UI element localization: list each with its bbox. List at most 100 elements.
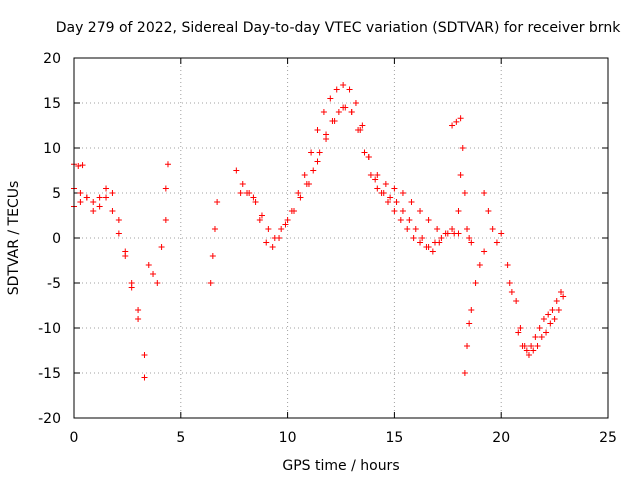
series-arc-i <box>305 104 441 232</box>
data-point <box>308 149 315 156</box>
data-point <box>449 122 456 129</box>
data-point <box>323 136 330 142</box>
data-point <box>391 208 398 214</box>
data-point <box>468 239 475 246</box>
chart-title: Day 279 of 2022, Sidereal Day-to-day VTE… <box>56 20 621 36</box>
data-point <box>476 262 483 268</box>
data-point <box>423 244 430 250</box>
data-point <box>412 226 419 232</box>
series-arc-g <box>233 104 458 250</box>
data-point <box>519 343 526 349</box>
data-point <box>481 190 488 196</box>
data-point <box>244 190 251 196</box>
data-point <box>348 109 355 115</box>
data-point <box>301 172 308 178</box>
series-arc-d <box>145 217 169 286</box>
data-point <box>434 226 441 232</box>
x-tick-label: 0 <box>70 430 79 446</box>
data-point <box>109 190 116 196</box>
data-point <box>340 104 347 111</box>
series-arc-j <box>449 115 464 129</box>
data-point <box>508 289 515 295</box>
data-point <box>442 230 449 237</box>
data-point <box>288 208 295 214</box>
data-point <box>346 86 353 93</box>
series-arc-h <box>237 82 462 255</box>
data-point <box>164 161 171 168</box>
data-point <box>128 284 135 291</box>
data-point <box>207 280 214 286</box>
y-tick-label: 0 <box>52 231 61 247</box>
x-axis-label: GPS time / hours <box>282 458 399 474</box>
series-arc-l <box>461 248 488 376</box>
data-point <box>485 208 492 214</box>
data-point <box>96 203 103 210</box>
data-point <box>459 145 466 151</box>
data-point <box>214 199 221 205</box>
data-point <box>410 235 417 241</box>
series-arc-c <box>71 161 86 169</box>
data-point <box>399 208 406 214</box>
data-point <box>506 280 513 286</box>
data-point <box>372 176 379 183</box>
data-point <box>419 235 426 241</box>
data-point <box>115 217 122 223</box>
data-point <box>365 154 372 160</box>
data-point <box>425 217 432 223</box>
data-point <box>282 221 289 228</box>
data-point <box>453 118 460 125</box>
data-point <box>457 172 464 178</box>
data-point <box>115 230 122 237</box>
data-point <box>528 343 535 349</box>
data-point <box>481 248 488 255</box>
data-point <box>122 253 129 259</box>
data-point <box>357 127 364 133</box>
data-point <box>158 244 165 250</box>
data-point <box>359 122 366 129</box>
y-tick-label: -10 <box>38 321 61 337</box>
y-tick-label: -15 <box>38 366 61 382</box>
y-tick-label: 10 <box>43 141 61 157</box>
data-point <box>532 334 539 340</box>
data-point <box>297 194 304 201</box>
data-point <box>77 190 84 196</box>
x-tick-label: 20 <box>492 430 510 446</box>
data-point <box>560 293 567 300</box>
data-point <box>436 239 443 246</box>
data-point <box>553 298 560 304</box>
data-point <box>513 298 520 304</box>
data-point <box>141 374 148 381</box>
series-arc-e <box>162 161 171 192</box>
data-point <box>461 370 468 376</box>
data-point <box>517 325 524 331</box>
y-tick-label: -5 <box>47 276 61 292</box>
data-point <box>438 235 445 241</box>
data-point <box>211 226 218 232</box>
series-arc-f <box>207 199 221 286</box>
data-point <box>455 208 462 214</box>
data-point <box>374 185 381 192</box>
data-point <box>263 239 270 246</box>
data-point <box>256 217 263 223</box>
data-point <box>310 167 317 174</box>
data-point <box>515 329 522 336</box>
data-point <box>461 190 468 196</box>
data-point <box>464 226 471 232</box>
data-point <box>406 217 413 223</box>
y-tick-label: 5 <box>52 186 61 202</box>
data-point <box>387 194 394 201</box>
data-point <box>504 262 511 268</box>
data-point <box>530 347 537 354</box>
data-point <box>314 127 321 133</box>
data-point <box>154 280 161 286</box>
data-point <box>399 190 406 196</box>
data-point <box>162 217 169 223</box>
data-point <box>449 226 456 232</box>
data-point <box>536 325 543 331</box>
data-point <box>534 343 541 349</box>
data-point <box>252 199 259 205</box>
data-point <box>276 235 283 241</box>
data-point <box>378 190 385 196</box>
x-tick-label: 15 <box>385 430 403 446</box>
data-point <box>523 347 530 354</box>
